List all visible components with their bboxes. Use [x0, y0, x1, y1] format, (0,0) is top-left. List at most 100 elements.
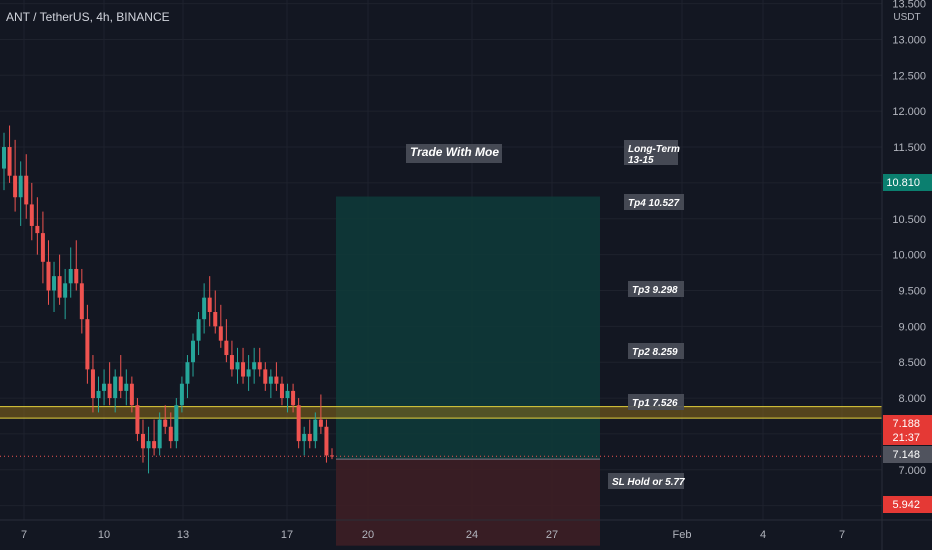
x-tick-label: 17: [281, 529, 293, 541]
candle-body: [307, 433, 312, 442]
candle-body: [285, 390, 290, 399]
candle-body: [140, 433, 145, 449]
y-tick-label: 12.500: [892, 70, 926, 82]
candle-body: [179, 383, 184, 406]
entry-badge: 7.148: [883, 446, 932, 463]
author-label: Trade With Moe: [406, 144, 502, 163]
y-tick-label: 9.500: [898, 285, 926, 297]
candles: [2, 125, 334, 474]
sl-label-bg: [608, 473, 684, 489]
entry-badge-text: 7.148: [892, 449, 920, 461]
candle-body: [268, 376, 273, 384]
candle-body: [252, 362, 257, 370]
current-price-badge-bg: [883, 415, 932, 445]
candle-body: [229, 355, 234, 370]
tp3-label-text: Tp3 9.298: [632, 285, 678, 296]
candle-body: [196, 319, 201, 341]
candle-body: [90, 369, 95, 399]
stop-badge: 5.942: [883, 496, 932, 513]
y-tick-label: 11.500: [893, 142, 926, 154]
x-tick-label: 27: [546, 529, 558, 541]
candle-body: [263, 369, 268, 384]
candle-body: [313, 419, 318, 442]
candle-body: [13, 175, 18, 198]
candle-body: [124, 383, 129, 391]
candle-body: [7, 147, 12, 176]
candle-body: [207, 297, 212, 312]
candle-body: [202, 297, 207, 320]
candle-body: [52, 276, 57, 291]
entry-badge-bg: [883, 446, 932, 463]
candle-body: [68, 268, 73, 284]
candle-body: [235, 362, 240, 370]
target-badge: 10.810: [883, 174, 932, 191]
candle-body: [63, 283, 68, 298]
y-tick-label: 7.000: [898, 465, 926, 477]
tp1-label: Tp1 7.526: [628, 394, 684, 410]
candle-body: [324, 426, 329, 456]
x-tick-label: 7: [839, 529, 845, 541]
candle-body: [330, 455, 334, 457]
tp4-label: Tp4 10.527: [624, 194, 684, 210]
candle-body: [135, 405, 140, 434]
x-tick-label: 13: [177, 529, 189, 541]
y-tick-label: 13.500: [892, 0, 926, 11]
candle-body: [291, 390, 296, 406]
candle-body: [296, 405, 301, 442]
candle-body: [213, 312, 218, 327]
candle-body: [129, 383, 134, 406]
y-tick-label: 9.000: [898, 321, 926, 333]
long-term-label-text: 13-15: [628, 155, 654, 166]
current-price-badge-text: 7.188: [892, 418, 920, 430]
candle-body: [241, 362, 246, 377]
chart-title: ANT / TetherUS, 4h, BINANCE: [6, 10, 170, 24]
candle-body: [318, 419, 323, 427]
sl-label-text: SL Hold or 5.77: [612, 477, 685, 488]
candle-body: [191, 340, 196, 363]
tp2-label-text: Tp2 8.259: [632, 347, 678, 358]
candle-body: [218, 326, 223, 341]
y-tick-label: 13.000: [892, 34, 926, 46]
candle-body: [113, 376, 118, 399]
candle-body: [46, 261, 51, 291]
position-zones: [0, 196, 882, 546]
candle-body: [35, 225, 40, 234]
candle-body: [102, 383, 107, 391]
stop-badge-text: 5.942: [892, 499, 920, 511]
unit-bg: [888, 8, 924, 24]
sl-label: SL Hold or 5.77: [608, 473, 685, 489]
tp3-label: Tp3 9.298: [628, 281, 684, 297]
candle-body: [168, 426, 173, 442]
price-badges: 10.810 7.188 21:37 7.148 5.942: [883, 174, 932, 513]
profit-zone: [336, 196, 600, 460]
tp1-label-text: Tp1 7.526: [632, 398, 678, 409]
candle-body: [40, 233, 45, 262]
target-badge-bg: [883, 174, 932, 191]
x-tick-label: 4: [760, 529, 766, 541]
x-tick-label: Feb: [673, 529, 692, 541]
candle-body: [224, 340, 229, 356]
y-tick-label: 10.000: [892, 250, 926, 262]
candle-body: [57, 276, 62, 298]
candle-body: [174, 405, 179, 442]
candle-body: [96, 390, 101, 399]
loss-zone: [336, 459, 600, 546]
x-tick-label: 20: [362, 529, 374, 541]
x-tick-label: 10: [98, 529, 110, 541]
candle-body: [257, 362, 262, 370]
candle-body: [29, 204, 34, 226]
y-tick-label: 8.000: [898, 393, 926, 405]
tp3-label-bg: [628, 281, 684, 297]
long-term-label-text: Long-Term: [628, 144, 680, 155]
candle-body: [302, 433, 307, 442]
candle-body: [146, 441, 151, 449]
stop-badge-bg: [883, 496, 932, 513]
tp2-label: Tp2 8.259: [628, 343, 684, 359]
x-tick-label: 7: [21, 529, 27, 541]
candle-body: [85, 319, 90, 370]
candle-body: [79, 283, 84, 320]
author-label-text: Trade With Moe: [410, 145, 499, 159]
